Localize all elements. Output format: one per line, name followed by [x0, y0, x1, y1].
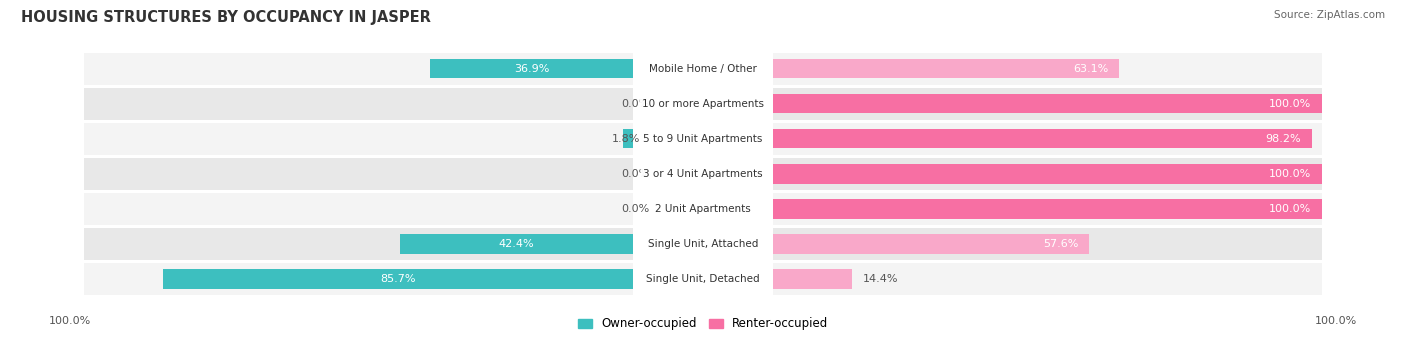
Bar: [430, 59, 633, 78]
Bar: [773, 234, 1090, 254]
Text: 10 or more Apartments: 10 or more Apartments: [643, 99, 763, 109]
Bar: [773, 94, 1322, 114]
Bar: [773, 199, 1322, 219]
Bar: [773, 123, 1322, 155]
Text: 100.0%: 100.0%: [49, 315, 91, 326]
Bar: [623, 129, 633, 148]
Text: 2 Unit Apartments: 2 Unit Apartments: [655, 204, 751, 214]
Text: HOUSING STRUCTURES BY OCCUPANCY IN JASPER: HOUSING STRUCTURES BY OCCUPANCY IN JASPE…: [21, 10, 432, 25]
Bar: [773, 193, 1322, 225]
Text: Single Unit, Detached: Single Unit, Detached: [647, 274, 759, 284]
Bar: [773, 164, 1322, 183]
Bar: [84, 88, 633, 120]
Bar: [401, 234, 633, 254]
Bar: [773, 59, 1119, 78]
Bar: [84, 193, 633, 225]
Text: 100.0%: 100.0%: [1268, 204, 1310, 214]
Text: 100.0%: 100.0%: [1268, 99, 1310, 109]
Text: 14.4%: 14.4%: [863, 274, 898, 284]
Bar: [773, 263, 1322, 295]
Text: 42.4%: 42.4%: [499, 239, 534, 249]
Text: 1.8%: 1.8%: [612, 134, 640, 144]
Bar: [84, 123, 633, 155]
Bar: [84, 228, 633, 260]
Text: 100.0%: 100.0%: [1315, 315, 1357, 326]
Text: 85.7%: 85.7%: [380, 274, 416, 284]
Bar: [773, 53, 1322, 85]
Bar: [773, 269, 852, 289]
Legend: Owner-occupied, Renter-occupied: Owner-occupied, Renter-occupied: [572, 313, 834, 335]
Bar: [84, 53, 633, 85]
Text: 57.6%: 57.6%: [1043, 239, 1078, 249]
Text: 0.0%: 0.0%: [621, 99, 650, 109]
Bar: [773, 88, 1322, 120]
Bar: [84, 158, 633, 190]
Bar: [773, 129, 1312, 148]
Text: 3 or 4 Unit Apartments: 3 or 4 Unit Apartments: [643, 169, 763, 179]
Bar: [773, 158, 1322, 190]
Text: 0.0%: 0.0%: [621, 169, 650, 179]
Text: 63.1%: 63.1%: [1073, 64, 1108, 74]
Text: 0.0%: 0.0%: [621, 204, 650, 214]
Text: 100.0%: 100.0%: [1268, 169, 1310, 179]
Bar: [163, 269, 633, 289]
Text: Single Unit, Attached: Single Unit, Attached: [648, 239, 758, 249]
Text: 98.2%: 98.2%: [1265, 134, 1301, 144]
Text: Source: ZipAtlas.com: Source: ZipAtlas.com: [1274, 10, 1385, 20]
Text: Mobile Home / Other: Mobile Home / Other: [650, 64, 756, 74]
Text: 5 to 9 Unit Apartments: 5 to 9 Unit Apartments: [644, 134, 762, 144]
Text: 36.9%: 36.9%: [513, 64, 550, 74]
Bar: [773, 228, 1322, 260]
Bar: [84, 263, 633, 295]
